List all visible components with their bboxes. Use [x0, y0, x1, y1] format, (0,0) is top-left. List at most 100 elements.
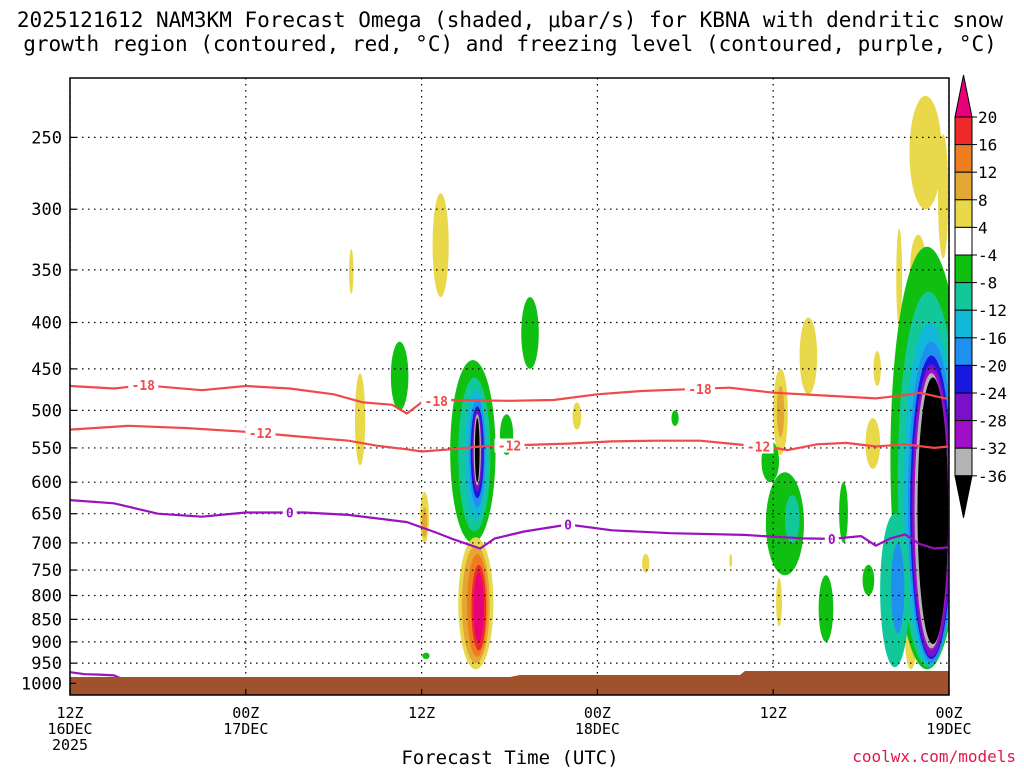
y-tick-label: 700 — [31, 534, 62, 554]
y-axis: 250 300 350 400 450 500 550 600 650 700 750 800 850 9… — [21, 128, 76, 694]
colorbar-box — [954, 392, 973, 422]
colorbar-label: -20 — [978, 356, 1007, 375]
omega-patch — [776, 386, 785, 438]
y-tick-label: 350 — [31, 261, 62, 281]
omega-patch — [799, 317, 818, 395]
omega-patch — [354, 373, 366, 466]
colorbar-label: -36 — [978, 467, 1007, 486]
y-tick-label: 550 — [31, 439, 62, 459]
colorbar-label: 4 — [978, 218, 988, 237]
y-tick-label: 1000 — [21, 674, 62, 694]
omega-core — [474, 418, 480, 483]
x-tick-label: 2025 — [52, 736, 88, 754]
omega-patch — [862, 564, 875, 596]
contour-line-0-surface — [70, 671, 122, 680]
colorbar-box — [954, 282, 973, 311]
omega-patch — [839, 482, 848, 543]
omega-patch — [909, 95, 942, 210]
colorbar-arrow-top — [954, 74, 973, 118]
omega-patch — [873, 350, 881, 387]
colorbar-label: -16 — [978, 329, 1007, 348]
x-tick-label: 12Z — [408, 704, 435, 722]
colorbar-box — [954, 309, 973, 339]
colorbar-box — [954, 364, 973, 394]
omega-patch — [784, 495, 800, 543]
contour-label-bg — [282, 505, 297, 520]
terrain-ground — [70, 677, 949, 695]
contour-label: -12 — [498, 440, 521, 455]
colorbar-box — [954, 420, 973, 449]
omega-patch — [421, 507, 428, 538]
omega-patch — [818, 575, 834, 642]
omega-patch — [432, 193, 449, 298]
colorbar-label: 16 — [978, 136, 997, 155]
contour-label-bg — [245, 426, 276, 441]
x-tick-label: 12Z — [56, 704, 83, 722]
omega-patch — [891, 542, 905, 634]
colorbar-label: -8 — [978, 274, 997, 293]
omega-patch — [729, 553, 733, 568]
terrain-bump — [510, 671, 949, 677]
y-tick-label: 900 — [31, 633, 62, 653]
contour-label: 0 — [828, 533, 836, 548]
colorbar-label: 12 — [978, 163, 997, 182]
colorbar-arrow-bottom — [954, 475, 973, 518]
y-tick-label: 800 — [31, 586, 62, 606]
omega-patch — [938, 134, 949, 259]
omega-patch — [422, 652, 430, 659]
colorbar-box — [954, 199, 973, 228]
omega-patch — [896, 228, 903, 328]
contour-label-bg — [494, 438, 525, 453]
contour-label: -12 — [249, 427, 272, 442]
colorbar-box — [954, 254, 973, 284]
omega-patch — [671, 410, 679, 426]
omega-patch — [521, 297, 539, 369]
contour-label-bg — [561, 517, 576, 532]
plot-area — [70, 78, 949, 695]
x-tick-label: 17DEC — [223, 720, 268, 738]
y-tick-label: 450 — [31, 360, 62, 380]
colorbar-label: -24 — [978, 384, 1007, 403]
contour-label: 0 — [286, 506, 294, 521]
colorbar-label: -28 — [978, 412, 1007, 431]
y-tick-label: 300 — [31, 200, 62, 220]
colorbar-box — [954, 226, 973, 256]
colorbar-label: -12 — [978, 301, 1007, 320]
x-axis-label: Forecast Time (UTC) — [401, 747, 618, 768]
contour-label: -18 — [688, 383, 712, 398]
colorbar-box — [954, 171, 973, 201]
y-tick-label: 250 — [31, 128, 62, 148]
chart-title-line1: 2025121612 NAM3KM Forecast Omega (shaded… — [17, 8, 1004, 32]
y-tick-label: 850 — [31, 610, 62, 630]
omega-patch — [390, 341, 409, 411]
x-tick-label: 16DEC — [47, 720, 92, 738]
contour-line--12 — [70, 424, 949, 453]
contour-label: -18 — [132, 379, 156, 394]
colorbar-label: 8 — [978, 191, 988, 210]
omega-patch — [572, 402, 582, 430]
colorbar-label: 20 — [978, 108, 997, 127]
contour-label-bg — [684, 381, 715, 396]
omega-core — [917, 377, 949, 645]
contour-label: 0 — [564, 518, 572, 533]
contour-label: -12 — [747, 440, 770, 455]
x-tick-label: 19DEC — [926, 720, 971, 738]
contour-line-0 — [70, 499, 949, 550]
omega-patch — [642, 553, 650, 573]
y-tick-label: 950 — [31, 654, 62, 674]
colorbar-label: -32 — [978, 439, 1007, 458]
contour-label-bg — [743, 439, 774, 454]
omega-patch — [865, 418, 881, 469]
y-tick-label: 400 — [31, 313, 62, 333]
x-tick-label: 18DEC — [575, 720, 620, 738]
colorbar-box — [954, 144, 973, 173]
omega-shading — [349, 95, 949, 670]
y-tick-label: 650 — [31, 505, 62, 525]
x-tick-label: 00Z — [935, 704, 962, 722]
x-tick-label: 12Z — [760, 704, 787, 722]
omega-core — [473, 572, 484, 642]
x-tick-label: 00Z — [584, 704, 611, 722]
